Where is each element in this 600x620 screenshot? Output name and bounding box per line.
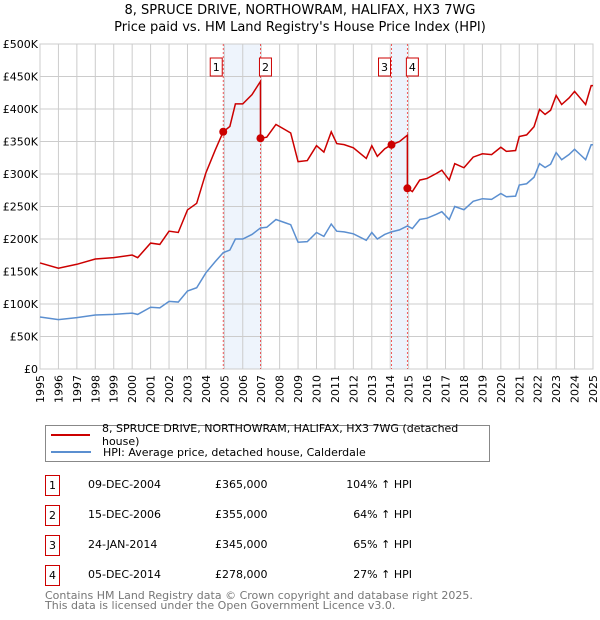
- y-tick-label: £400K: [3, 103, 39, 116]
- sale-label: 1: [213, 61, 220, 74]
- x-tick-label: 2012: [347, 375, 360, 403]
- legend-item-property: 8, SPRUCE DRIVE, NORTHOWRAM, HALIFAX, HX…: [46, 422, 489, 448]
- legend-swatch-red: [51, 434, 90, 436]
- sale-label-box: [405, 57, 419, 77]
- sale-point: [403, 184, 412, 193]
- sale-hpi-change: 27% ↑ HPI: [353, 568, 412, 581]
- y-tick-label: £200K: [3, 233, 39, 246]
- sale-price: £355,000: [215, 508, 268, 521]
- legend: 8, SPRUCE DRIVE, NORTHOWRAM, HALIFAX, HX…: [45, 422, 490, 462]
- sale-price: £278,000: [215, 568, 268, 581]
- sale-label: 4: [409, 61, 416, 74]
- x-tick-label: 2013: [366, 375, 379, 403]
- x-tick-label: 2018: [458, 375, 471, 403]
- footer-line-1: Contains HM Land Registry data © Crown c…: [45, 589, 473, 602]
- sale-date: 24-JAN-2014: [88, 538, 158, 551]
- x-tick-label: 2008: [274, 375, 287, 403]
- y-tick-label: £500K: [3, 38, 39, 51]
- y-tick-label: £50K: [10, 331, 39, 344]
- sale-point: [219, 127, 228, 136]
- sale-label: 3: [381, 61, 388, 74]
- x-tick-label: 2006: [237, 375, 250, 403]
- sale-date: 05-DEC-2014: [88, 568, 162, 581]
- chart-subtitle: Price paid vs. HM Land Registry's House …: [114, 20, 486, 35]
- sale-number: 2: [45, 505, 60, 526]
- x-tick-label: 2002: [163, 375, 176, 403]
- x-tick-label: 2000: [126, 375, 139, 403]
- x-tick-label: 2007: [255, 375, 268, 403]
- sale-number: 1: [45, 475, 60, 496]
- x-tick-label: 2023: [550, 375, 563, 403]
- plot-area: 1995 1996 1997 1998 1999 2000 2001 2002 2003 2004…: [3, 38, 600, 403]
- sale-number: 3: [45, 535, 60, 556]
- y-tick-label: £250K: [3, 201, 39, 214]
- legend-label: 8, SPRUCE DRIVE, NORTHOWRAM, HALIFAX, HX…: [101, 422, 459, 448]
- sale-price: £345,000: [215, 538, 268, 551]
- x-tick-label: 2005: [218, 375, 231, 403]
- chart-title: 8, SPRUCE DRIVE, NORTHOWRAM, HALIFAX, HX…: [124, 3, 476, 18]
- x-tick-label: 1996: [52, 375, 65, 403]
- y-tick-label: £450K: [3, 71, 39, 84]
- sale-label-box: [378, 57, 392, 77]
- x-tick-label: 2010: [311, 375, 324, 403]
- sale-label-box: [258, 57, 272, 77]
- y-tick-label: £350K: [3, 136, 39, 149]
- sale-label-box: [209, 57, 223, 77]
- x-tick-label: 2014: [384, 375, 397, 403]
- x-tick-label: 1997: [71, 375, 84, 403]
- sale-date: 15-DEC-2006: [88, 508, 162, 521]
- sale-point: [256, 134, 265, 143]
- property-price-line: [39, 78, 593, 270]
- y-tick-label: £150K: [3, 266, 39, 279]
- x-tick-label: 2024: [569, 375, 582, 403]
- sale-point: [387, 140, 396, 149]
- sale-hpi-change: 64% ↑ HPI: [353, 508, 412, 521]
- footer-line-2: This data is licensed under the Open Gov…: [45, 599, 396, 612]
- x-tick-label: 2017: [440, 375, 453, 403]
- x-tick-label: 2021: [513, 375, 526, 403]
- y-tick-label: £300K: [3, 168, 39, 181]
- sale-number: 4: [45, 565, 60, 586]
- x-tick-label: 1998: [89, 375, 102, 403]
- x-tick-label: 1999: [108, 375, 121, 403]
- legend-label: HPI: Average price, detached house, Cald…: [103, 445, 366, 459]
- x-tick-label: 2025: [587, 375, 600, 403]
- sale-hpi-change: 104% ↑ HPI: [346, 478, 412, 491]
- x-tick-label: 2003: [181, 375, 194, 403]
- x-tick-label: 2009: [292, 375, 305, 403]
- x-tick-label: 2001: [145, 375, 158, 403]
- hpi-line: [39, 144, 593, 321]
- sale-label: 2: [262, 61, 269, 74]
- x-tick-label: 1995: [34, 375, 47, 403]
- x-tick-label: 2015: [403, 375, 416, 403]
- x-tick-label: 2022: [532, 375, 545, 403]
- x-tick-label: 2004: [200, 375, 213, 403]
- x-tick-label: 2020: [495, 375, 508, 403]
- sale-hpi-change: 65% ↑ HPI: [353, 538, 412, 551]
- plot-border: [39, 43, 594, 370]
- x-tick-label: 2011: [329, 375, 342, 403]
- x-tick-label: 2019: [476, 375, 489, 403]
- sale-price: £365,000: [215, 478, 268, 491]
- x-tick-label: 2016: [421, 375, 434, 403]
- y-tick-label: £0: [24, 363, 38, 376]
- legend-swatch-blue: [51, 451, 91, 453]
- y-tick-label: £100K: [3, 298, 39, 311]
- sale-date: 09-DEC-2004: [88, 478, 162, 491]
- legend-item-hpi: HPI: Average price, detached house, Cald…: [46, 444, 366, 460]
